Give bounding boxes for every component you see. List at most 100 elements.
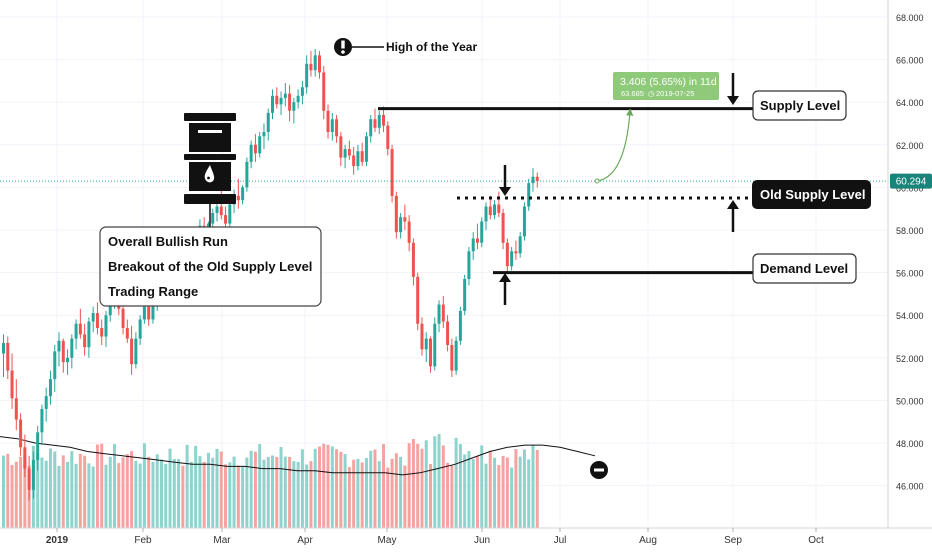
volume-bar (458, 443, 462, 528)
collapse-volume-button[interactable] (590, 461, 608, 479)
candle (78, 308, 82, 339)
volume-bar (471, 459, 475, 528)
candle (53, 345, 57, 392)
candle-body (147, 306, 151, 320)
candle (535, 172, 539, 188)
candle-body (241, 187, 245, 201)
candle-body (317, 55, 321, 73)
candle-body (245, 161, 249, 188)
candle-body (53, 351, 57, 380)
volume-bar (181, 465, 185, 528)
analysis-callout[interactable]: Overall Bullish Run Breakout of the Old … (99, 226, 322, 307)
candle-body (458, 310, 462, 341)
candle (441, 296, 445, 328)
volume-bar (347, 467, 351, 528)
time-axis[interactable]: 2019 Feb Mar Apr May Jun Jul Aug Sep Oct (46, 528, 824, 546)
candle-body (450, 345, 454, 371)
candle-body (522, 206, 526, 237)
candle (14, 379, 18, 431)
candle-body (224, 215, 228, 224)
candle-body (288, 93, 292, 111)
candle (292, 97, 296, 124)
last-price-tag: 60.294 (890, 173, 932, 189)
volume-bar (493, 457, 497, 528)
annotation-layer (0, 73, 888, 305)
volume-bar (518, 456, 522, 528)
candle-body (330, 119, 334, 133)
old-supply-level-callout[interactable]: Old Supply Level (752, 180, 871, 209)
candle (382, 106, 386, 133)
candle (429, 336, 432, 373)
candle (57, 332, 61, 367)
candle (437, 300, 441, 333)
volume-bar (497, 465, 501, 528)
volume-bar (104, 464, 108, 528)
volume-bar (313, 448, 317, 528)
candle (352, 146, 356, 175)
candle (48, 370, 52, 405)
candle-body (292, 102, 296, 111)
callout-box (99, 226, 322, 307)
candle (283, 83, 287, 107)
volume-bar (488, 450, 492, 528)
candle-body (271, 95, 275, 113)
supply-level-callout[interactable]: Supply Level (752, 90, 847, 121)
candle (330, 112, 334, 141)
measure-start-point[interactable] (594, 178, 600, 184)
candle (100, 319, 104, 346)
volume-bar (87, 463, 91, 528)
candle (275, 87, 279, 109)
candle (399, 212, 403, 239)
price-tick-label: 64.000 (896, 98, 924, 108)
volume-bar (407, 443, 411, 528)
candle-body (70, 338, 74, 358)
candle-body (236, 195, 240, 201)
candle-body (104, 315, 108, 337)
candle-body (121, 308, 125, 328)
demand-level-callout[interactable]: Demand Level (752, 253, 857, 284)
volume-bar (475, 456, 479, 528)
time-tick-label: Jun (474, 535, 490, 546)
candle (266, 108, 270, 141)
alert-icon-dot (341, 50, 345, 54)
volume-bar (253, 451, 257, 528)
clock-icon: ◷ (648, 89, 655, 98)
candle-body (125, 327, 129, 339)
candle (356, 144, 360, 171)
volume-bar (134, 460, 138, 528)
candle-body (411, 242, 415, 277)
last-price-label: 60.294 (896, 177, 927, 188)
candle-body (441, 304, 445, 322)
candle (95, 302, 99, 335)
candle-body (514, 251, 518, 254)
volume-bar (292, 461, 296, 528)
measure-main-text: 3.406 (5.65%) in 11d (620, 76, 717, 88)
candle-body (83, 334, 87, 348)
candle (411, 238, 415, 286)
candle-body (390, 149, 394, 196)
volume-bar (14, 461, 18, 528)
time-tick-label: 2019 (46, 535, 69, 546)
minus-icon (594, 468, 604, 472)
volume-bar (83, 455, 87, 528)
candle (241, 185, 245, 205)
volume-bar (403, 465, 407, 528)
volume-bar (420, 448, 424, 528)
price-tick-label: 50.000 (896, 396, 924, 406)
candle-body (424, 338, 428, 350)
candle (74, 319, 78, 350)
measure-label[interactable]: 3.406 (5.65%) in 11d 63.685 ◷ 2019-07-25 (613, 72, 719, 100)
candle (505, 238, 509, 273)
candle (347, 140, 351, 160)
demand-level-box (752, 253, 857, 284)
volume-bar (390, 458, 394, 528)
callout-line-3: Trading Range (108, 284, 198, 299)
candle-body (437, 304, 441, 324)
volume-bar (78, 453, 82, 528)
volume-bar (6, 453, 10, 528)
candle-body (407, 221, 411, 243)
candle-body (48, 379, 52, 397)
candle-body (484, 206, 488, 222)
volume-bar (155, 454, 159, 528)
high-of-year-marker[interactable]: High of the Year (334, 38, 477, 56)
